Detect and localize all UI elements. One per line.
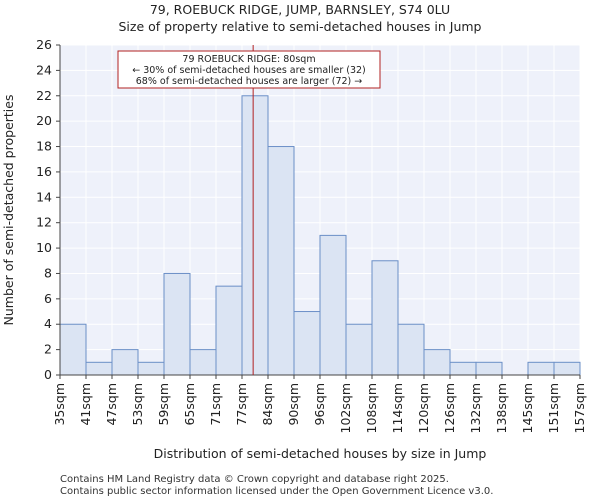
x-tick-label: 145sqm [520, 383, 535, 433]
bar [137, 361, 165, 376]
annotation-box: 79 ROEBUCK RIDGE: 80sqm ← 30% of semi-de… [117, 50, 381, 89]
y-tick-label: 12 [36, 215, 52, 230]
bar [449, 361, 477, 376]
y-tick-label: 10 [36, 240, 52, 255]
x-tick-label: 132sqm [468, 383, 483, 433]
bar [527, 361, 555, 376]
annotation-line-1: 79 ROEBUCK RIDGE: 80sqm [182, 54, 315, 65]
chart-title: 79, ROEBUCK RIDGE, JUMP, BARNSLEY, S74 0… [150, 2, 450, 17]
x-tick-label: 59sqm [156, 383, 171, 426]
y-axis-label: Number of semi-detached properties [1, 95, 16, 326]
x-tick-label: 35sqm [52, 383, 67, 426]
y-tick-label: 4 [44, 316, 52, 331]
x-tick-label: 126sqm [442, 383, 457, 433]
y-tick-label: 0 [44, 367, 52, 382]
bar [345, 323, 373, 376]
bar [553, 361, 581, 376]
x-tick-label: 84sqm [260, 383, 275, 426]
bar [215, 285, 243, 376]
bar [371, 260, 399, 376]
y-tick-label: 14 [36, 189, 52, 204]
x-tick-label: 77sqm [234, 383, 249, 426]
annotation-frame [117, 50, 381, 89]
x-tick-label: 71sqm [208, 383, 223, 426]
bar [293, 311, 321, 376]
x-tick-label: 120sqm [416, 383, 431, 433]
bar [397, 323, 425, 376]
y-tick-label: 2 [44, 342, 52, 357]
x-tick-label: 102sqm [338, 383, 353, 433]
footer-copyright: Contains HM Land Registry data © Crown c… [60, 474, 449, 485]
bar [59, 323, 87, 376]
bar [319, 234, 347, 376]
bar [423, 349, 451, 376]
x-tick-label: 90sqm [286, 383, 301, 426]
bar [163, 272, 191, 376]
y-tick-label: 22 [36, 88, 52, 103]
y-tick-label: 16 [36, 164, 52, 179]
x-tick-label: 41sqm [78, 383, 93, 426]
bar [189, 349, 217, 376]
x-tick-label: 65sqm [182, 383, 197, 426]
x-tick-label: 53sqm [130, 383, 145, 426]
chart-subtitle: Size of property relative to semi-detach… [119, 19, 482, 34]
bars [59, 95, 581, 376]
bar [475, 361, 503, 376]
x-tick-labels: 35sqm 41sqm 47sqm 53sqm 59sqm 65sqm 71sqm 77sqm… [52, 375, 587, 433]
x-tick-label: 96sqm [312, 383, 327, 426]
x-tick-label: 138sqm [494, 383, 509, 433]
y-tick-label: 24 [36, 62, 52, 77]
y-tick-label: 8 [44, 265, 52, 280]
bar [111, 349, 139, 376]
y-tick-label: 26 [36, 37, 52, 52]
x-axis-label: Distribution of semi-detached houses by … [154, 446, 487, 461]
bar [85, 361, 113, 376]
bar [267, 146, 295, 376]
x-tick-label: 157sqm [572, 383, 587, 433]
bar [241, 95, 269, 376]
annotation-line-3: 68% of semi-detached houses are larger (… [136, 76, 363, 87]
x-tick-label: 151sqm [546, 383, 561, 433]
y-tick-label: 6 [44, 291, 52, 306]
x-tick-label: 114sqm [390, 383, 405, 433]
x-tick-label: 108sqm [364, 383, 379, 433]
x-tick-label: 47sqm [104, 383, 119, 426]
annotation-line-2: ← 30% of semi-detached houses are smalle… [132, 65, 366, 76]
y-tick-label: 20 [36, 113, 52, 128]
footer-licence: Contains public sector information licen… [60, 486, 493, 497]
y-tick-label: 18 [36, 139, 52, 154]
